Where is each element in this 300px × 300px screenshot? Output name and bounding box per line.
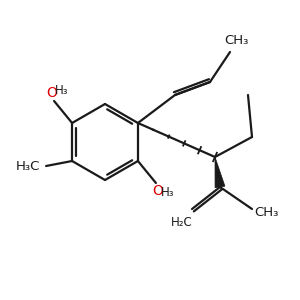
Text: H₂C: H₂C <box>171 215 193 229</box>
Text: H₃C: H₃C <box>16 160 40 172</box>
Text: O: O <box>47 86 58 100</box>
Text: CH₃: CH₃ <box>254 206 278 218</box>
Text: O: O <box>152 184 163 198</box>
Polygon shape <box>215 157 225 188</box>
Text: CH₃: CH₃ <box>224 34 248 46</box>
Text: H₃: H₃ <box>161 187 175 200</box>
Text: H₃: H₃ <box>55 85 69 98</box>
